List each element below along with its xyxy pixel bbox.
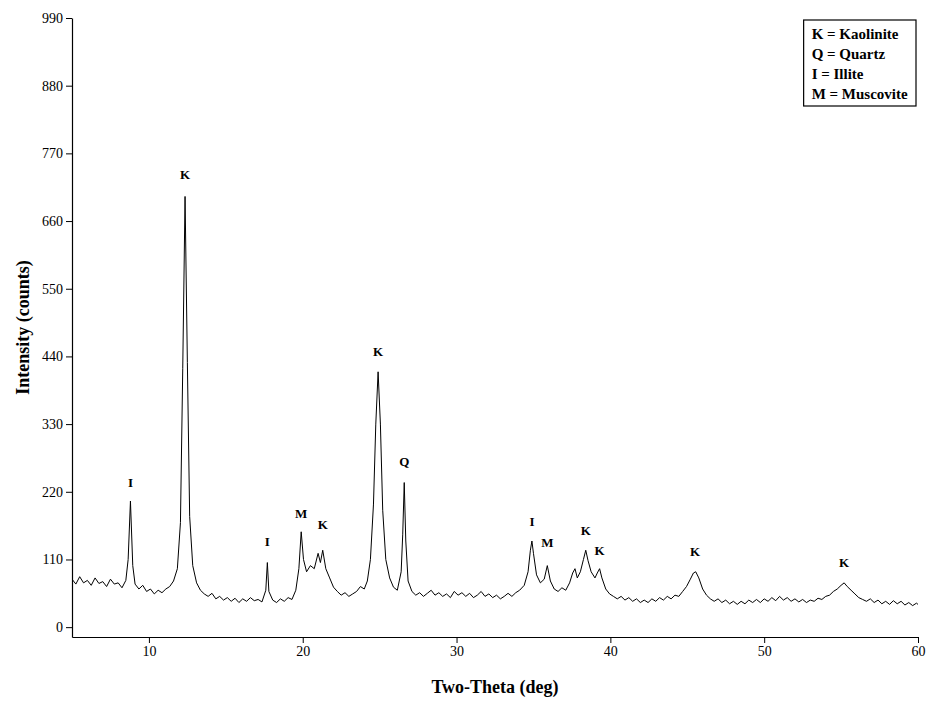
peak-label: M [295, 506, 307, 521]
tick-label: 330 [42, 417, 63, 432]
tick-mark [610, 637, 611, 643]
x-axis-title: Two-Theta (deg) [431, 677, 558, 698]
tick-mark [764, 637, 765, 643]
tick: 880 [42, 79, 72, 94]
tick: 440 [42, 349, 72, 364]
tick-mark [66, 627, 72, 628]
tick-label: 50 [758, 644, 772, 659]
tick-label: 40 [604, 644, 618, 659]
tick-mark [66, 559, 72, 560]
tick-label: 60 [912, 644, 926, 659]
legend-entry: M = Muscovite [812, 86, 908, 102]
chart: 10 20 30 40 50 60 0 110 220 330 440 550 660 770 880 990… [0, 0, 938, 709]
tick-label: 990 [42, 11, 63, 26]
tick-mark [66, 356, 72, 357]
tick-label: 110 [43, 552, 63, 567]
y-axis: 0 110 220 330 440 550 660 770 880 990 [42, 11, 73, 638]
legend-box [804, 20, 916, 106]
tick-mark [457, 637, 458, 643]
tick: 330 [42, 417, 72, 432]
tick-label: 440 [42, 349, 63, 364]
tick-mark [66, 492, 72, 493]
tick-label: 30 [450, 644, 464, 659]
tick: 50 [758, 637, 772, 659]
tick: 220 [42, 485, 72, 500]
tick-label: 880 [42, 79, 63, 94]
peak-label: Q [399, 454, 409, 469]
tick-mark [66, 289, 72, 290]
axis-line [73, 637, 919, 638]
peak-label: K [581, 523, 592, 538]
tick: 770 [42, 146, 72, 161]
peak-labels: IKIMKKQIMKKKK [128, 167, 850, 570]
axis-line [72, 19, 73, 638]
tick: 110 [43, 552, 72, 567]
peak-label: I [529, 514, 534, 529]
peak-label: K [595, 543, 606, 558]
tick: 10 [142, 637, 156, 659]
tick-mark [66, 18, 72, 19]
tick-mark [66, 424, 72, 425]
tick-mark [149, 637, 150, 643]
tick: 550 [42, 282, 72, 297]
tick: 60 [912, 637, 926, 659]
peak-label: M [541, 535, 553, 550]
tick-mark [66, 221, 72, 222]
tick-label: 550 [42, 282, 63, 297]
peak-label: K [690, 544, 701, 559]
tick-mark [66, 86, 72, 87]
tick-label: 770 [42, 146, 63, 161]
tick-mark [66, 153, 72, 154]
tick-mark [918, 637, 919, 643]
peak-label: K [180, 167, 191, 182]
plot-area [72, 196, 918, 605]
tick: 0 [56, 620, 72, 635]
tick: 40 [604, 637, 618, 659]
tick-label: 660 [42, 214, 63, 229]
tick: 30 [450, 637, 464, 659]
tick-mark [303, 637, 304, 643]
tick: 990 [42, 11, 72, 26]
tick: 660 [42, 214, 72, 229]
legend-entry: I = Illite [812, 66, 864, 82]
tick-label: 0 [56, 620, 63, 635]
peak-label: I [265, 534, 270, 549]
y-axis-title: Intensity (counts) [13, 260, 34, 395]
peak-label: K [839, 555, 850, 570]
tick-label: 220 [42, 485, 63, 500]
peak-label: K [373, 344, 384, 359]
peak-label: K [318, 517, 329, 532]
x-axis: 10 20 30 40 50 60 [73, 637, 926, 659]
peak-label: I [128, 475, 133, 490]
xrd-line [72, 196, 918, 605]
legend-entry: K = Kaolinite [812, 26, 899, 42]
legend: K = Kaolinite Q = Quartz I = Illite M = Mus… [804, 20, 916, 106]
tick: 20 [296, 637, 310, 659]
legend-entry: Q = Quartz [812, 46, 886, 62]
tick-label: 10 [142, 644, 156, 659]
tick-label: 20 [296, 644, 310, 659]
